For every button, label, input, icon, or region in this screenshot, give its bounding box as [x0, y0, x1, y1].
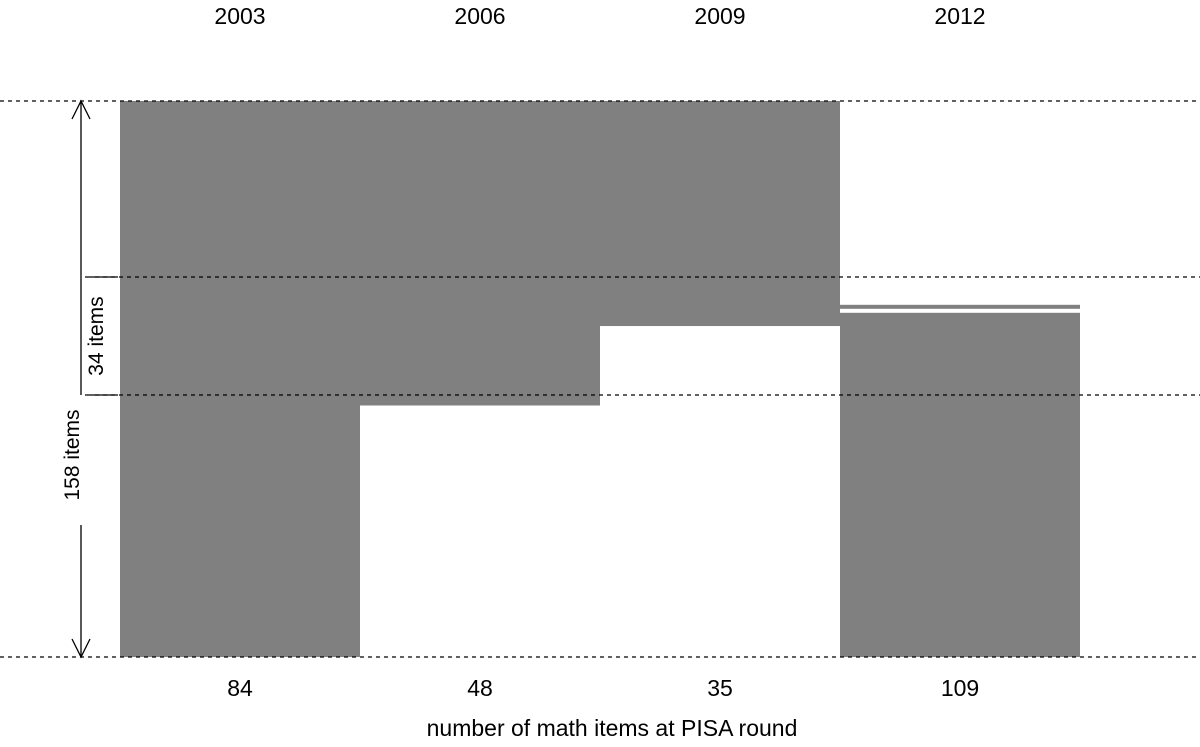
total-arrow-head-bottom [71, 638, 91, 659]
bars [120, 101, 1080, 657]
count-label-2003: 84 [227, 675, 253, 701]
round-label-2003: 2003 [214, 3, 265, 29]
bar-2006 [360, 101, 600, 406]
bar-2012-thin-segment [840, 304, 1080, 309]
common-items-dimension [85, 276, 118, 396]
bar-2009 [600, 101, 840, 327]
round-labels: 2003 2006 2009 2012 [214, 3, 985, 29]
reference-lines [0, 100, 1200, 658]
count-label-2012: 109 [941, 675, 979, 701]
count-label-2006: 48 [467, 675, 493, 701]
bar-2003 [120, 101, 360, 657]
round-label-2006: 2006 [454, 3, 505, 29]
round-label-2009: 2009 [694, 3, 745, 29]
round-label-2012: 2012 [934, 3, 985, 29]
total-items-label: 158 items [61, 409, 84, 500]
total-items-dimension [71, 99, 91, 659]
count-label-2009: 35 [707, 675, 733, 701]
total-arrow-head-top [71, 99, 91, 120]
bar-2012 [840, 312, 1080, 657]
common-items-label: 34 items [85, 296, 108, 375]
count-labels: 84 48 35 109 [227, 675, 979, 701]
x-axis-label: number of math items at PISA round [427, 715, 798, 741]
